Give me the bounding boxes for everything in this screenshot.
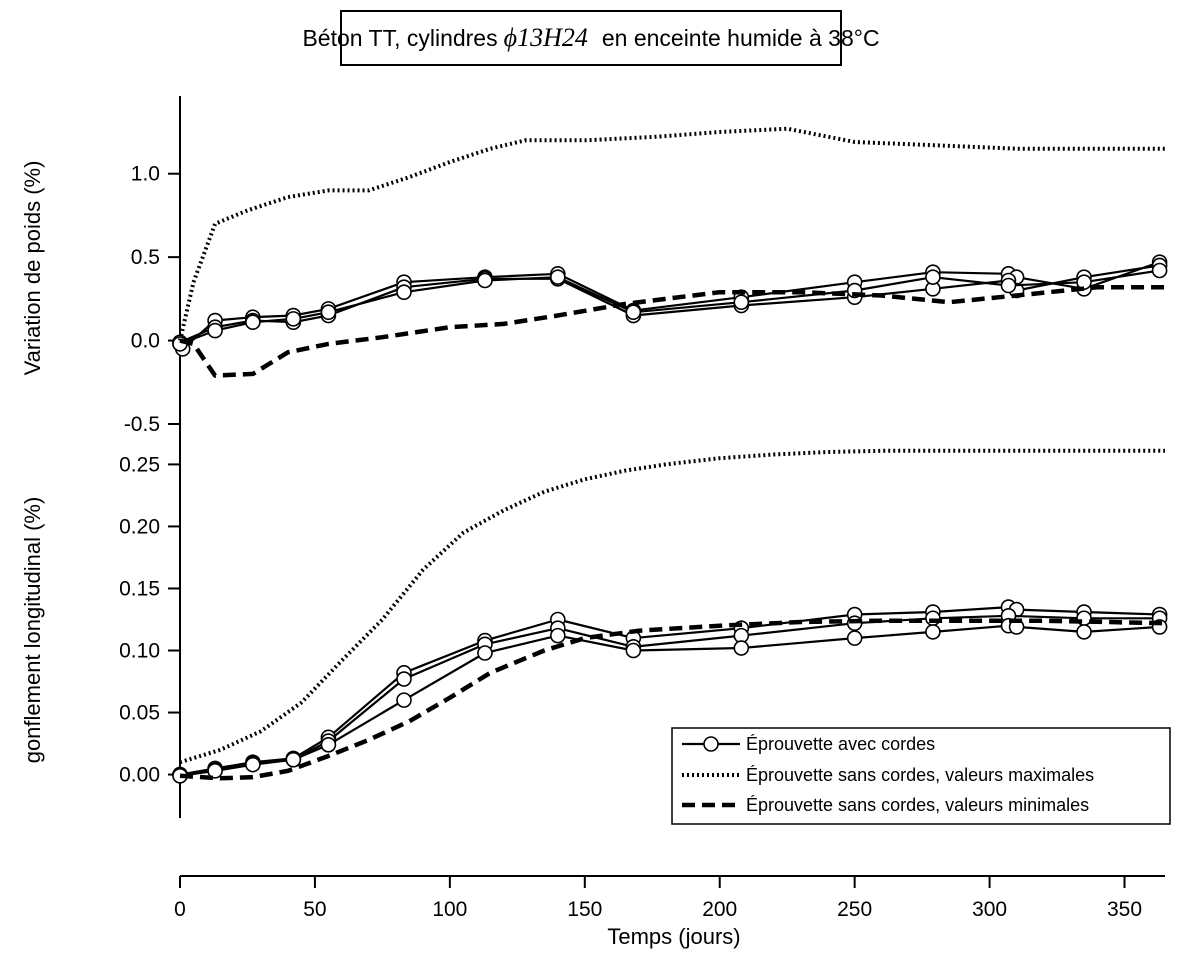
y-tick-label: 0.10 (119, 640, 160, 663)
y-tick-label: -0.5 (124, 413, 160, 436)
y-tick-label: 0.05 (119, 702, 160, 725)
data-point (925, 269, 941, 285)
y-tick-label: 0.0 (131, 330, 160, 353)
series-line-dotted (179, 448, 1165, 765)
data-point (396, 671, 412, 687)
top-panel-y-axis-label: Variation de poids (%) (20, 161, 45, 376)
y-tick-label: 0.00 (119, 764, 160, 787)
y-tick-label: 0.5 (131, 246, 160, 269)
top-panel-plot: -0.5 0.0 0.5 1.0 Variation de poids (%) (20, 96, 1168, 436)
x-tick-label: 150 (567, 898, 602, 921)
data-point (396, 692, 412, 708)
legend-entry-label: Éprouvette sans cordes, valeurs maximale… (746, 765, 1094, 785)
bottom-panel-y-axis-label: gonflement longitudinal (%) (20, 497, 45, 764)
chart-title: Béton TT, cylindres ϕ13H24 en enceinte h… (302, 10, 880, 66)
x-tick-label: 0 (174, 898, 186, 921)
series-line-dashed (179, 618, 1166, 781)
top-panel-series (172, 126, 1168, 378)
y-tick-label: 0.20 (119, 515, 160, 538)
legend: Éprouvette avec cordes Éprouvette sans c… (671, 727, 1171, 825)
legend-sample-marker (703, 736, 719, 752)
data-point (625, 642, 642, 659)
data-point (925, 624, 941, 640)
data-point (1151, 262, 1168, 279)
legend-samples (682, 736, 740, 808)
data-point (625, 304, 642, 321)
legend-entry-label: Éprouvette avec cordes (746, 734, 935, 754)
chart-title-symbol: ϕ13H24 (503, 23, 588, 52)
x-tick-label: 50 (303, 898, 326, 921)
data-point (245, 314, 261, 331)
data-point (285, 311, 302, 327)
x-tick-label: 250 (837, 898, 872, 921)
data-point (846, 630, 863, 646)
data-point (285, 751, 302, 768)
data-point (207, 763, 223, 779)
top-panel-axes: -0.5 0.0 0.5 1.0 (124, 96, 181, 436)
data-point (396, 284, 412, 300)
data-point (245, 756, 261, 773)
bottom-panel-axes: 0.00 0.05 0.10 0.15 0.20 0.25 0 50 100 150 200 250 3… (119, 416, 1165, 921)
y-tick-label: 0.15 (119, 577, 160, 600)
legend-entry-label: Éprouvette sans cordes, valeurs minimale… (746, 795, 1089, 815)
x-tick-label: 300 (972, 898, 1007, 921)
x-tick-label: 100 (432, 898, 467, 921)
bottom-panel-plot: 0.00 0.05 0.10 0.15 0.20 0.25 0 50 100 150 200 250 3… (20, 416, 1168, 949)
data-point (320, 304, 337, 321)
data-point (477, 645, 493, 661)
y-tick-label: 1.0 (131, 163, 160, 186)
data-point (1076, 624, 1092, 640)
data-point (477, 272, 493, 289)
data-point (207, 322, 223, 339)
data-point (1000, 277, 1017, 294)
legend-box (671, 727, 1171, 825)
y-tick-label: 0.25 (119, 453, 160, 476)
bottom-panel-series (172, 448, 1168, 784)
x-tick-label: 350 (1107, 898, 1142, 921)
chart-title-suffix: en enceinte humide à 38°C (601, 24, 880, 51)
chart-title-prefix: Béton TT, cylindres (302, 24, 498, 51)
series-line-dashed (179, 284, 1165, 378)
data-point (925, 610, 941, 627)
data-point (550, 627, 566, 644)
x-axis-label: Temps (jours) (607, 924, 740, 949)
data-point (320, 736, 337, 753)
x-tick-label: 200 (702, 898, 737, 921)
data-point (733, 640, 750, 656)
data-point (733, 294, 750, 310)
data-point (550, 269, 566, 285)
